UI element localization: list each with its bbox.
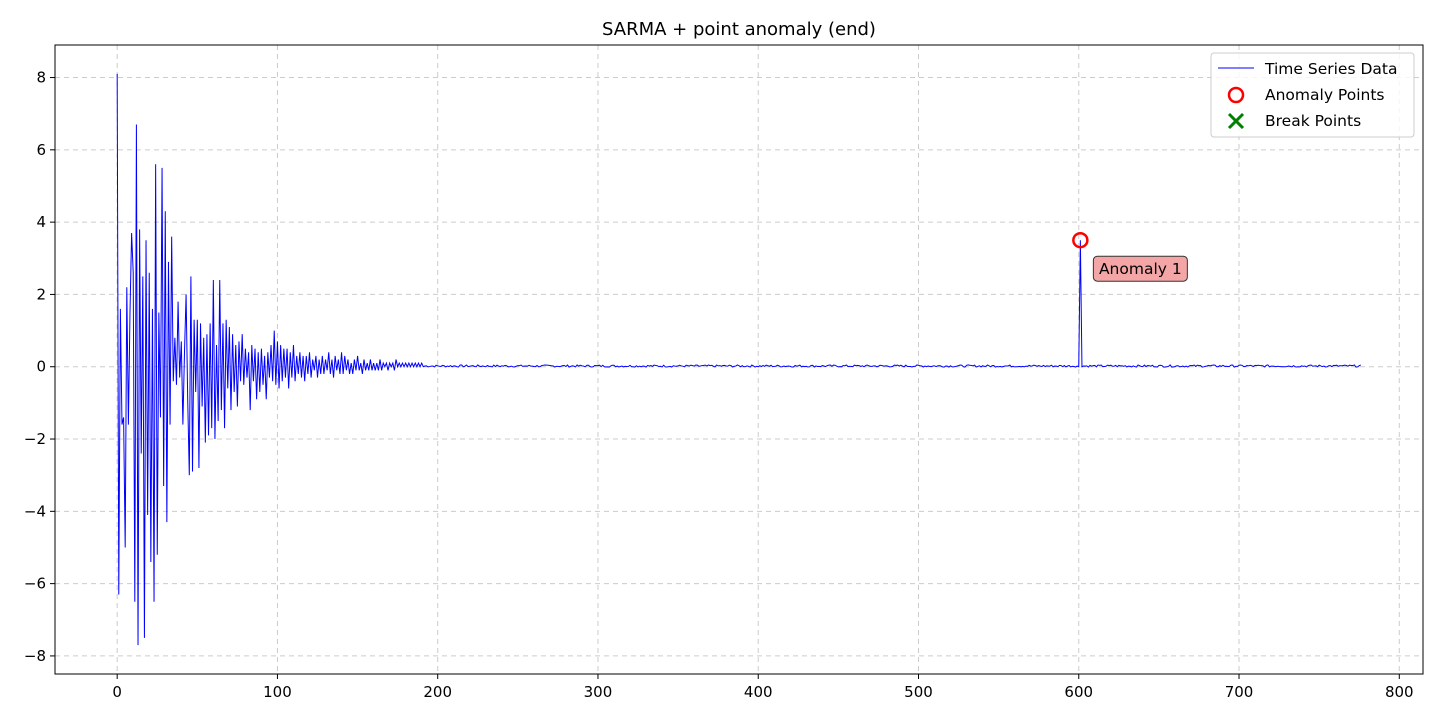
- y-tick-label: 6: [36, 141, 46, 159]
- y-tick-label: 2: [36, 285, 46, 303]
- plot-area: Anomaly 1: [116, 73, 1362, 646]
- y-tick-label: 0: [36, 358, 46, 376]
- x-tick-label: 200: [423, 683, 452, 701]
- x-tick-label: 300: [584, 683, 613, 701]
- anomaly-annotation-box: [1092, 255, 1188, 282]
- axis-ticks: 0 100 200 300 400 500 600 700 800 −8 −6 −4 −2 0 2 4 6 8: [24, 69, 1414, 701]
- plot-frame: [54, 44, 1424, 675]
- y-tick-label: −2: [24, 430, 46, 448]
- chart-title: SARMA + point anomaly (end): [602, 19, 876, 40]
- grid: [55, 45, 1423, 674]
- legend-anomaly-marker: [1227, 86, 1245, 104]
- legend-label-time-series: Time Series Data: [1264, 60, 1397, 78]
- y-tick-label: −8: [24, 647, 46, 665]
- legend: Time Series Data Anomaly Points Break Po…: [1210, 52, 1415, 138]
- anomaly-markers: Anomaly 1: [1072, 231, 1188, 282]
- anomaly-point: [1072, 231, 1089, 249]
- y-tick-label: −4: [24, 502, 46, 520]
- legend-break-marker: [1227, 112, 1245, 130]
- legend-label-break: Break Points: [1265, 112, 1361, 130]
- x-tick-label: 0: [112, 683, 122, 701]
- x-tick-label: 500: [904, 683, 933, 701]
- y-tick-label: 8: [36, 69, 46, 87]
- anomaly-annotation-label: Anomaly 1: [1099, 260, 1182, 278]
- y-tick-label: −6: [24, 575, 46, 593]
- time-series-line: [116, 73, 1362, 646]
- x-tick-label: 400: [744, 683, 773, 701]
- legend-box: [1210, 52, 1415, 138]
- x-tick-label: 700: [1225, 683, 1254, 701]
- x-tick-label: 600: [1064, 683, 1093, 701]
- x-tick-label: 100: [263, 683, 292, 701]
- legend-label-anomaly: Anomaly Points: [1265, 86, 1384, 104]
- y-tick-label: 4: [36, 213, 46, 231]
- x-tick-label: 800: [1385, 683, 1414, 701]
